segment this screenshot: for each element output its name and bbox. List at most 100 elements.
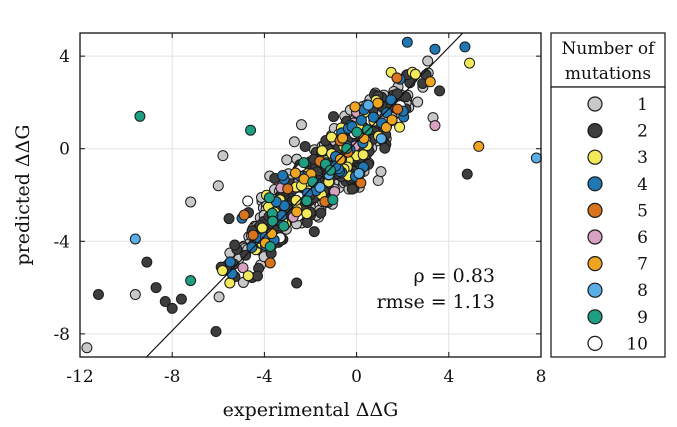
data-point [237, 262, 249, 274]
data-point [409, 68, 421, 80]
data-point [282, 183, 294, 195]
data-point [325, 164, 337, 176]
data-point [315, 207, 327, 219]
data-point [353, 167, 365, 179]
x-tick-label: 0 [351, 367, 362, 387]
data-point [530, 152, 542, 164]
legend-marker [587, 335, 603, 351]
data-point [251, 270, 263, 282]
data-point [464, 57, 476, 69]
data-point [412, 96, 424, 108]
data-point [150, 282, 162, 294]
data-point [281, 154, 293, 166]
data-point [380, 121, 392, 133]
data-point [337, 132, 349, 144]
data-point [385, 94, 397, 106]
data-point [263, 192, 275, 204]
legend-entries: 1 2 3 4 5 6 7 8 9 10 [587, 95, 648, 354]
data-point [175, 293, 187, 305]
data-point [212, 180, 224, 192]
data-point [422, 55, 434, 67]
data-point [375, 133, 387, 145]
data-point [92, 289, 104, 301]
data-point [266, 228, 278, 240]
legend: Number of mutations 1 2 3 4 5 6 7 8 9 10 [550, 32, 666, 358]
legend-marker [587, 282, 603, 298]
data-point [277, 169, 289, 181]
data-point [349, 101, 361, 113]
data-point [295, 119, 307, 131]
fit-line [146, 32, 464, 358]
data-point [129, 289, 141, 301]
data-point [429, 43, 441, 55]
legend-label: 6 [637, 228, 648, 248]
legend-marker [587, 123, 603, 139]
data-point [351, 126, 363, 138]
y-axis-label: predicted ΔΔG [12, 124, 34, 265]
axis-ticks: -12 -8 -4 0 4 8 -8 -4 0 4 [53, 33, 546, 387]
legend-label: 2 [637, 122, 648, 142]
rho-annotation: ρ = 0.83 [414, 265, 495, 287]
data-point [242, 195, 254, 207]
data-point [247, 229, 259, 241]
x-tick-label: -4 [256, 367, 273, 387]
data-point [224, 277, 236, 289]
data-point [341, 142, 353, 154]
legend-label: 1 [637, 95, 648, 115]
legend-label: 3 [637, 148, 648, 168]
data-point [392, 103, 404, 115]
data-point [391, 72, 403, 84]
x-tick-label: -12 [66, 367, 93, 387]
data-point [267, 215, 279, 227]
data-point [346, 183, 358, 195]
legend-label: 10 [626, 334, 648, 354]
data-point [459, 41, 471, 53]
data-point [185, 275, 197, 287]
data-point [242, 270, 254, 282]
data-point [355, 114, 367, 126]
legend-entries-box [550, 86, 666, 358]
plot-frame [79, 32, 542, 358]
data-point [224, 256, 236, 268]
data-point [166, 302, 178, 314]
data-point [434, 85, 446, 97]
data-point [381, 107, 393, 119]
data-point [223, 213, 235, 225]
data-point [238, 209, 250, 221]
data-point [291, 277, 303, 289]
data-point [264, 257, 276, 269]
data-point [314, 181, 326, 193]
legend-label: 8 [637, 281, 648, 301]
data-point [141, 256, 153, 268]
data-point [429, 120, 441, 132]
rmse-annotation: rmse = 1.13 [377, 291, 495, 313]
data-point [217, 150, 229, 162]
y-tick-label: 0 [59, 140, 70, 160]
data-point [185, 196, 197, 208]
data-point [473, 140, 485, 152]
data-point [289, 167, 301, 179]
x-axis-label: experimental ΔΔG [223, 399, 399, 421]
legend-marker [587, 96, 603, 112]
legend-title-line1: Number of [562, 39, 657, 59]
data-point [245, 124, 257, 136]
data-point [264, 240, 276, 252]
data-point [379, 142, 391, 154]
legend-title-box [550, 32, 666, 88]
data-point [327, 194, 339, 206]
data-point [424, 76, 436, 88]
legend-label: 5 [637, 201, 648, 221]
data-point [213, 291, 225, 303]
data-points [81, 36, 542, 354]
data-point [81, 342, 93, 354]
legend-marker [587, 256, 603, 272]
data-point [301, 208, 313, 220]
data-point [357, 149, 369, 161]
data-point [229, 239, 241, 251]
data-point [226, 268, 238, 280]
data-point [362, 99, 374, 111]
data-point [246, 241, 258, 253]
data-point [217, 265, 229, 277]
data-point [367, 111, 379, 123]
